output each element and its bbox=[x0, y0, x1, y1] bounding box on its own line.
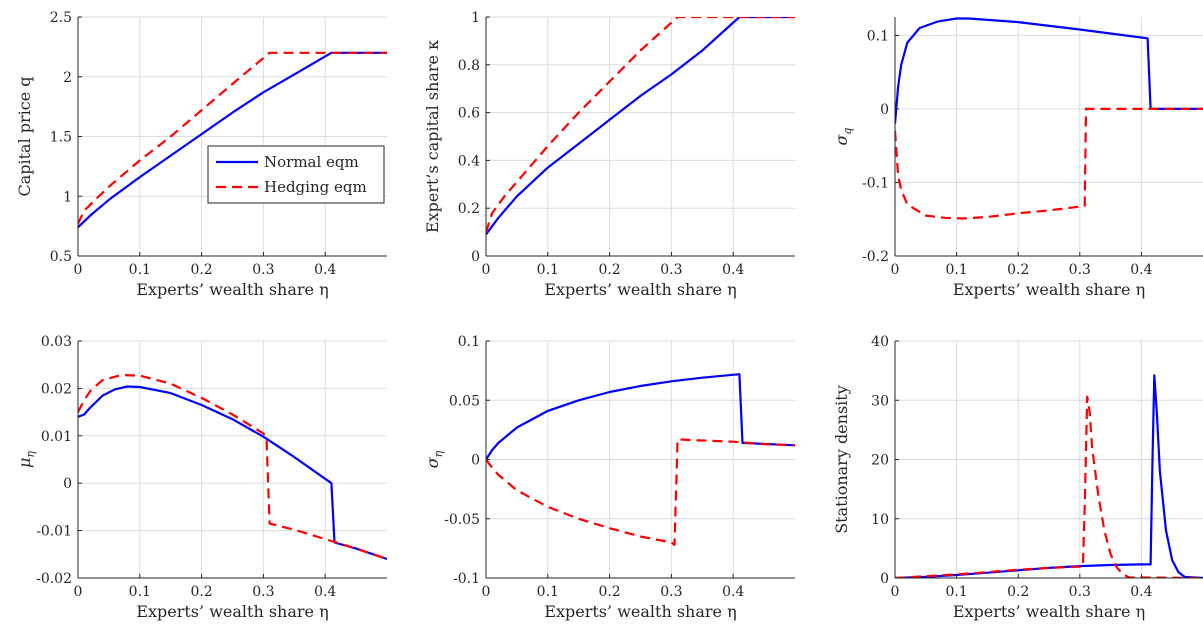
legend-label: Hedging eqm bbox=[264, 178, 367, 196]
y-tick-label: -0.02 bbox=[36, 571, 72, 587]
x-tick-label: 0 bbox=[74, 584, 83, 600]
y-tick-label: -0.05 bbox=[444, 512, 480, 528]
chart-panel-6: 0 0.1 0.2 0.3 0.4 0 10 20 30 40 Experts’ wealth sh… bbox=[832, 334, 1203, 621]
series-line-hedging bbox=[895, 395, 1203, 578]
x-tick-label: 0.4 bbox=[1130, 262, 1152, 278]
y-tick-label: 0.2 bbox=[458, 201, 480, 217]
y-tick-label: -0.2 bbox=[862, 249, 889, 265]
x-tick-label: 0.4 bbox=[1130, 584, 1152, 600]
chart-panel-5: 0 0.1 0.2 0.3 0.4 -0.1 -0.05 0 0.05 0.1 Experts’ w… bbox=[423, 334, 795, 621]
x-tick-label: 0.2 bbox=[598, 584, 620, 600]
x-tick-label: 0.4 bbox=[314, 584, 336, 600]
x-tick-label: 0 bbox=[482, 262, 491, 278]
x-tick-label: 0.2 bbox=[190, 262, 212, 278]
x-axis-label: Experts’ wealth share η bbox=[136, 280, 328, 299]
legend-label: Normal eqm bbox=[264, 153, 359, 171]
y-tick-label: 0.6 bbox=[458, 106, 480, 122]
x-axis-label: Experts’ wealth share η bbox=[136, 602, 328, 621]
y-tick-label: 0.01 bbox=[41, 429, 72, 445]
series-line-hedging bbox=[486, 17, 795, 233]
x-tick-label: 0.1 bbox=[129, 262, 151, 278]
x-axis-label: Experts’ wealth share η bbox=[953, 280, 1145, 299]
series-line-normal bbox=[895, 374, 1203, 578]
chart-panel-3: 0 0.1 0.2 0.3 0.4 -0.2 -0.1 0 0.1 Experts’ wealth… bbox=[832, 17, 1203, 299]
y-tick-label: 30 bbox=[871, 393, 889, 409]
y-tick-label: 0 bbox=[471, 249, 480, 265]
x-tick-label: 0.4 bbox=[314, 262, 336, 278]
x-tick-label: 0.3 bbox=[252, 584, 274, 600]
x-tick-label: 0 bbox=[74, 262, 83, 278]
y-tick-label: 1 bbox=[471, 10, 480, 26]
y-tick-label: 0 bbox=[880, 102, 889, 118]
x-tick-label: 0.1 bbox=[537, 262, 559, 278]
series-line-normal bbox=[895, 17, 1203, 124]
x-axis-label: Experts’ wealth share η bbox=[544, 602, 736, 621]
y-tick-label: 1 bbox=[63, 189, 72, 205]
y-tick-label: 10 bbox=[871, 512, 889, 528]
series-line-normal bbox=[486, 17, 795, 236]
y-axis-label: Capital price q bbox=[15, 76, 34, 196]
series-line-hedging bbox=[486, 438, 795, 546]
x-tick-label: 0.4 bbox=[722, 584, 744, 600]
y-tick-label: -0.01 bbox=[36, 524, 72, 540]
y-tick-label: 0.8 bbox=[458, 58, 480, 74]
x-tick-label: 0 bbox=[891, 262, 900, 278]
y-tick-label: 0.1 bbox=[458, 334, 480, 350]
y-tick-label: 20 bbox=[871, 453, 889, 469]
series-line-normal bbox=[78, 385, 387, 561]
x-tick-label: 0.2 bbox=[1007, 262, 1029, 278]
x-tick-label: 0.3 bbox=[1069, 584, 1091, 600]
y-tick-label: 0.02 bbox=[41, 381, 72, 397]
y-tick-label: 0 bbox=[63, 476, 72, 492]
series-line-normal bbox=[78, 51, 387, 229]
y-tick-label: 1.5 bbox=[50, 130, 72, 146]
y-tick-label: 0.05 bbox=[449, 393, 480, 409]
y-tick-label: 0 bbox=[880, 571, 889, 587]
y-tick-label: 40 bbox=[871, 334, 889, 350]
x-axis-label: Experts’ wealth share η bbox=[544, 280, 736, 299]
series-line-hedging bbox=[78, 374, 387, 561]
chart-panel-1: 0 0.1 0.2 0.3 0.4 0.5 1 1.5 2 2.5 Experts’ wealth … bbox=[15, 10, 387, 299]
y-tick-label: 0 bbox=[471, 453, 480, 469]
x-tick-label: 0.4 bbox=[722, 262, 744, 278]
y-axis-label: ση bbox=[423, 450, 445, 468]
x-axis-label: Experts’ wealth share η bbox=[953, 602, 1145, 621]
series-line-hedging bbox=[895, 107, 1203, 220]
y-axis-label: μη bbox=[15, 451, 37, 468]
y-tick-label: 2 bbox=[63, 70, 72, 86]
legend: Normal eqm Hedging eqm bbox=[207, 145, 385, 204]
y-tick-label: 0.5 bbox=[50, 249, 72, 265]
x-tick-label: 0.3 bbox=[252, 262, 274, 278]
y-axis-label: Stationary density bbox=[832, 385, 851, 534]
y-tick-label: 2.5 bbox=[50, 10, 72, 26]
y-tick-label: 0.03 bbox=[41, 334, 72, 350]
y-axis-label: Expert’s capital share κ bbox=[423, 40, 442, 233]
x-tick-label: 0.1 bbox=[945, 584, 967, 600]
x-tick-label: 0.3 bbox=[1069, 262, 1091, 278]
series-line-normal bbox=[486, 373, 795, 461]
x-tick-label: 0.2 bbox=[190, 584, 212, 600]
x-tick-label: 0.2 bbox=[1007, 584, 1029, 600]
chart-panel-4: 0 0.1 0.2 0.3 0.4 -0.02 -0.01 0 0.01 0.02 0.03 Expe… bbox=[15, 334, 387, 621]
series-line-hedging bbox=[78, 51, 387, 225]
chart-panel-2: 0 0.1 0.2 0.3 0.4 0 0.2 0.4 0.6 0.8 1 Experts’ weal… bbox=[423, 10, 795, 299]
y-tick-label: 0.1 bbox=[867, 28, 889, 44]
x-tick-label: 0 bbox=[891, 584, 900, 600]
x-tick-label: 0.2 bbox=[598, 262, 620, 278]
x-tick-label: 0 bbox=[482, 584, 491, 600]
y-axis-label: σq bbox=[832, 128, 854, 146]
x-tick-label: 0.3 bbox=[660, 584, 682, 600]
x-tick-label: 0.1 bbox=[129, 584, 151, 600]
y-tick-label: -0.1 bbox=[453, 571, 480, 587]
legend-box bbox=[207, 145, 385, 204]
x-tick-label: 0.3 bbox=[660, 262, 682, 278]
y-tick-label: -0.1 bbox=[862, 175, 889, 191]
y-tick-label: 0.4 bbox=[458, 153, 480, 169]
x-tick-label: 0.1 bbox=[945, 262, 967, 278]
x-tick-label: 0.1 bbox=[537, 584, 559, 600]
